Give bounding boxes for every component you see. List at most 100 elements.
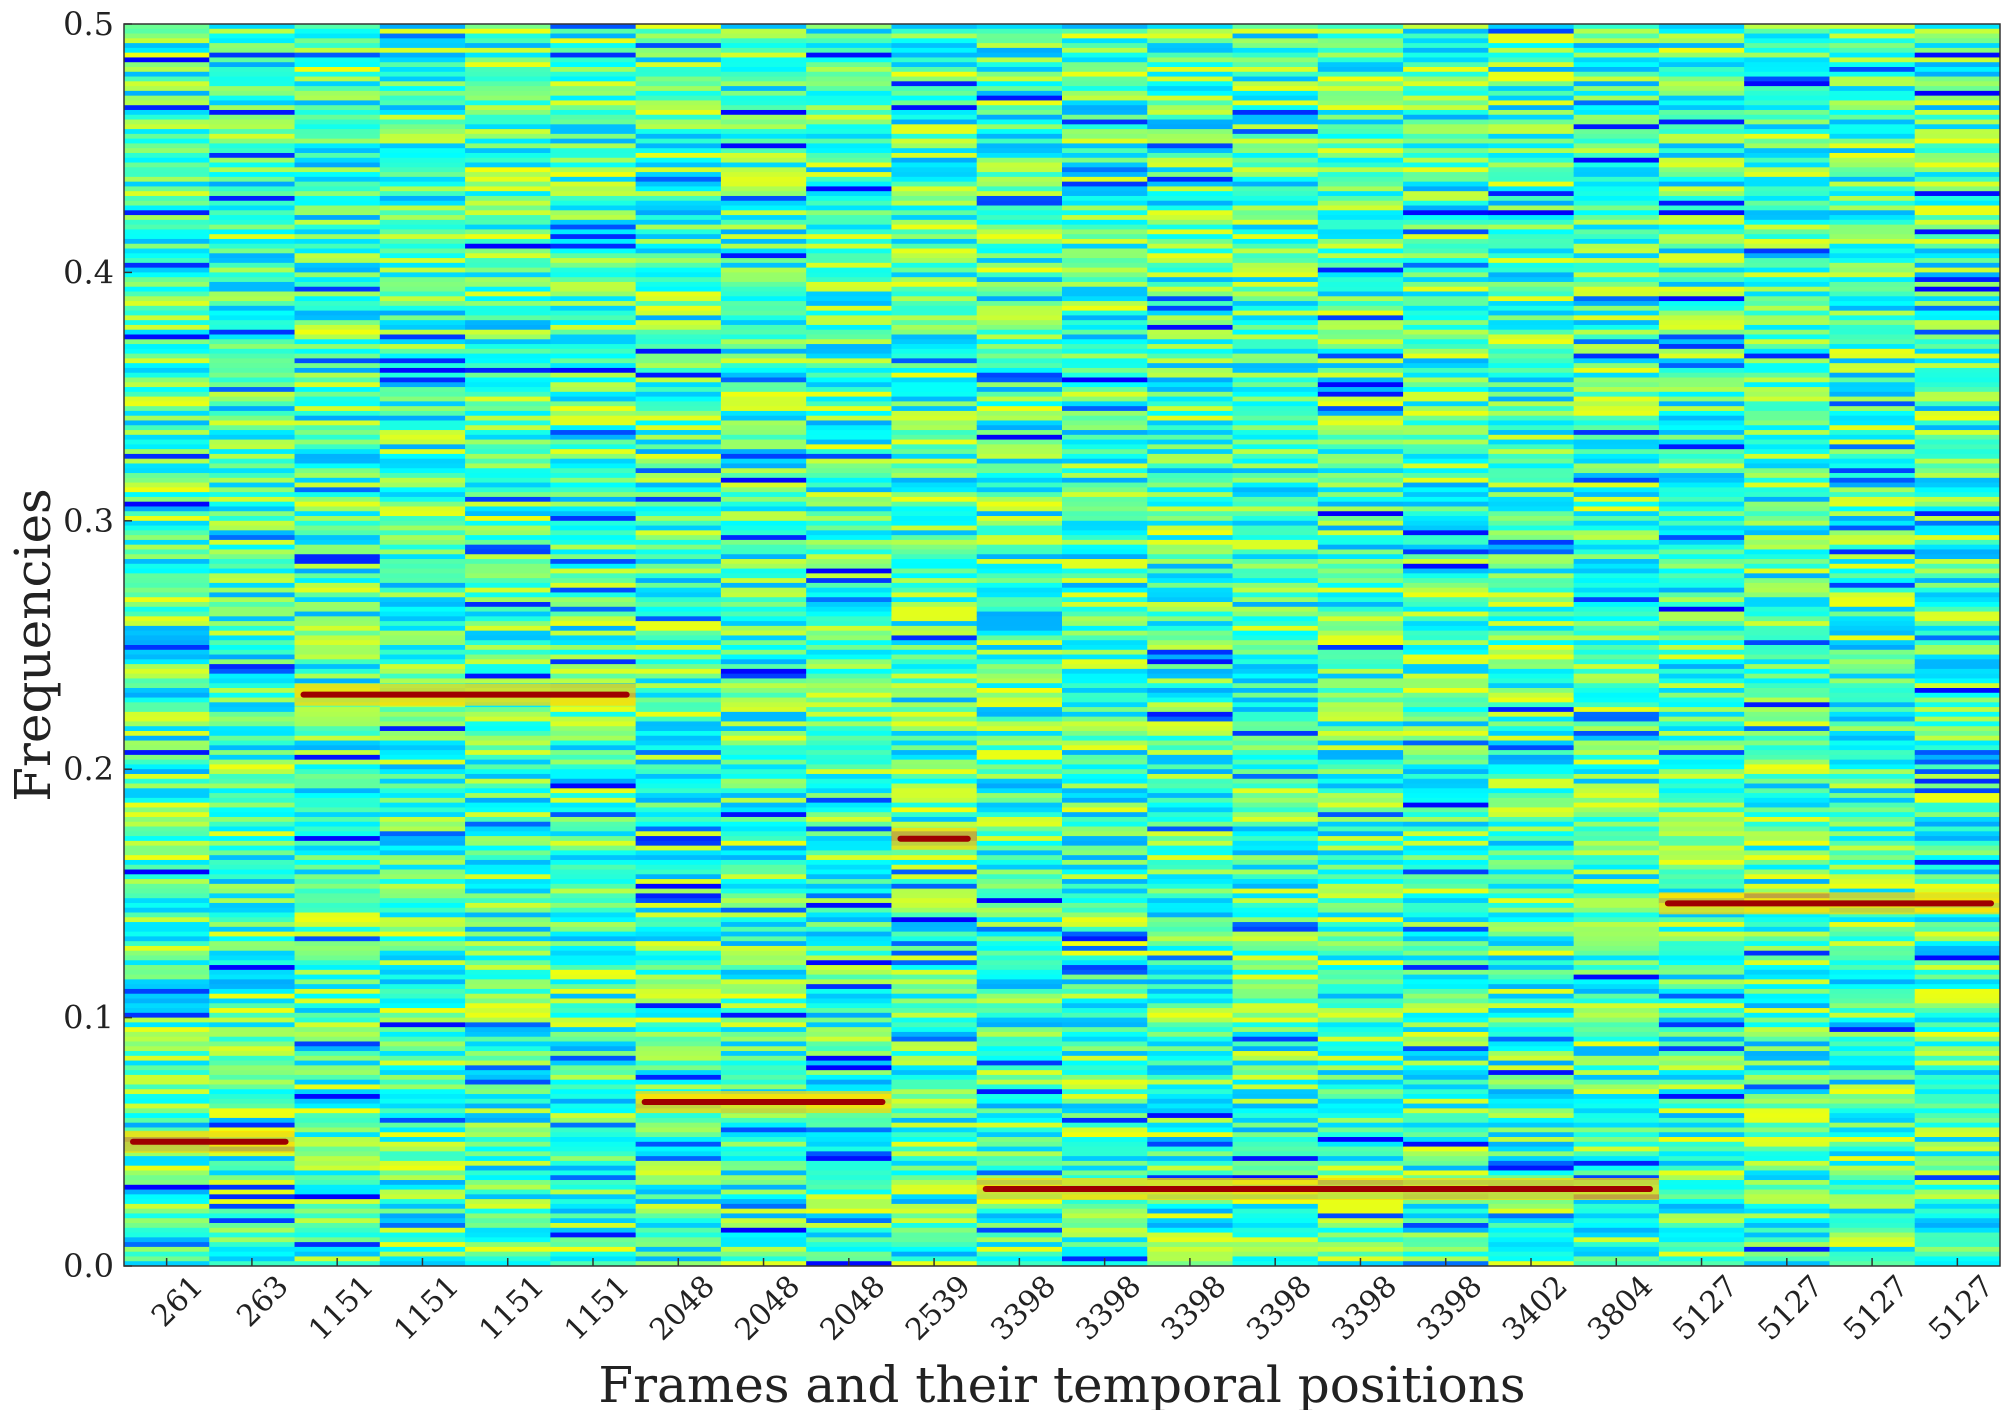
heatmap-cell [209, 1046, 296, 1052]
heatmap-cell [465, 602, 551, 608]
heatmap-cell [209, 1103, 296, 1109]
heatmap-cell [124, 434, 210, 441]
heatmap-cell [294, 965, 381, 971]
heatmap-cell [379, 143, 466, 149]
heatmap-cell [1147, 950, 1234, 957]
heatmap-cell [209, 487, 296, 493]
heatmap-cell [806, 277, 893, 283]
heatmap-cell [1062, 797, 1148, 804]
heatmap-cell [1232, 33, 1319, 39]
heatmap-cell [1232, 582, 1319, 589]
heatmap-cell [1147, 793, 1234, 799]
heatmap-cell [976, 1251, 1063, 1258]
heatmap-cell [124, 334, 210, 340]
heatmap-cell [1147, 1031, 1234, 1038]
heatmap-cell [1403, 1094, 1489, 1100]
heatmap-cell [891, 573, 978, 579]
heatmap-cell [976, 496, 1063, 503]
heatmap-cell [976, 1022, 1063, 1028]
heatmap-cell [1147, 305, 1234, 312]
heatmap-cell [720, 420, 807, 426]
heatmap-cell [1147, 1003, 1234, 1009]
heatmap-cell [1403, 1170, 1489, 1176]
heatmap-cell [720, 253, 807, 259]
heatmap-cell [976, 195, 1063, 202]
heatmap-cell [976, 1175, 1063, 1181]
heatmap-cell [1403, 678, 1489, 684]
heatmap-cell [1658, 783, 1745, 789]
heatmap-cell [806, 1165, 893, 1172]
heatmap-cell [720, 793, 807, 799]
heatmap-cell [1658, 157, 1745, 164]
heatmap-cell [379, 105, 466, 111]
heatmap-cell [720, 807, 807, 813]
heatmap-cell [379, 917, 466, 923]
heatmap-cell [379, 568, 466, 574]
heatmap-cell [976, 702, 1063, 708]
heatmap-cell [294, 1098, 381, 1105]
heatmap-cell [1062, 210, 1148, 216]
heatmap-cell [891, 496, 978, 503]
heatmap-cell [1232, 200, 1319, 207]
heatmap-cell [1317, 678, 1404, 684]
heatmap-cell [1232, 71, 1319, 78]
heatmap-cell [891, 195, 978, 202]
heatmap-cell [550, 788, 637, 794]
heatmap-cell [1232, 516, 1319, 522]
heatmap-cell [806, 821, 893, 828]
heatmap-cell [976, 224, 1063, 231]
heatmap-cell [550, 133, 637, 140]
heatmap-cell [635, 286, 722, 293]
heatmap-cell [1658, 1098, 1745, 1105]
heatmap-cell [124, 181, 210, 188]
heatmap-cell [976, 24, 1063, 30]
heatmap-cell [806, 926, 893, 933]
heatmap-cell [1658, 616, 1745, 622]
heatmap-cell [1232, 740, 1319, 746]
heatmap-cell [1317, 826, 1404, 832]
heatmap-cell [720, 592, 807, 598]
heatmap-cell [209, 1223, 296, 1229]
heatmap-cell [1317, 1165, 1404, 1172]
heatmap-cell [550, 902, 637, 909]
heatmap-cell [1658, 205, 1745, 211]
heatmap-cell [976, 234, 1063, 240]
heatmap-cell [1147, 1103, 1234, 1109]
heatmap-cell [1488, 449, 1575, 455]
heatmap-cell [1744, 105, 1831, 111]
heatmap-cell [1744, 195, 1831, 202]
heatmap-cell [294, 707, 381, 713]
heatmap-cell [1573, 1132, 1660, 1138]
heatmap-cell [209, 530, 296, 536]
heatmap-cell [1317, 578, 1404, 584]
heatmap-cell [550, 377, 637, 383]
heatmap-cell [294, 1079, 381, 1086]
heatmap-cell [1488, 640, 1575, 646]
heatmap-cell [209, 535, 296, 541]
heatmap-cell [1062, 869, 1148, 875]
heatmap-cell [294, 711, 381, 718]
heatmap-cell [635, 764, 722, 770]
heatmap-cell [1573, 864, 1660, 871]
heatmap-cell [124, 329, 210, 336]
heatmap-cell [294, 1237, 381, 1243]
heatmap-cell [806, 683, 893, 689]
heatmap-cell [1658, 372, 1745, 379]
heatmap-cell [209, 1203, 296, 1210]
heatmap-cell [891, 611, 978, 617]
heatmap-cell [1573, 420, 1660, 426]
heatmap-cell [550, 1070, 637, 1076]
heatmap-cell [550, 535, 637, 541]
heatmap-cell [124, 836, 210, 842]
heatmap-cell [1062, 807, 1148, 813]
heatmap-cell [1147, 845, 1234, 852]
heatmap-cell [891, 516, 978, 522]
heatmap-cell [465, 1060, 551, 1066]
heatmap-cell [976, 81, 1063, 87]
heatmap-cell [294, 726, 381, 732]
heatmap-cell [635, 745, 722, 751]
heatmap-cell [1147, 181, 1234, 188]
heatmap-cell [1147, 162, 1234, 168]
heatmap-cell [550, 831, 637, 837]
heatmap-cell [1403, 444, 1489, 450]
